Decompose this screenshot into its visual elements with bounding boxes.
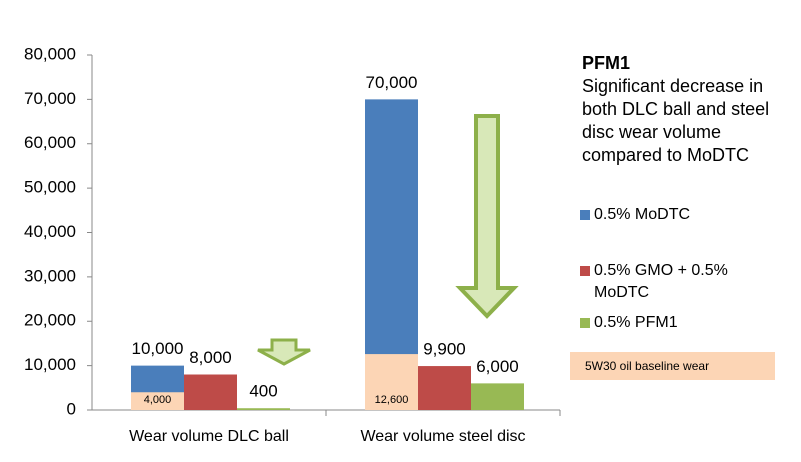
legend-label: 0.5% GMO + 0.5% MoDTC (594, 262, 728, 301)
bar (237, 408, 290, 410)
arrow (455, 114, 519, 319)
legend-item: 0.5% PFM1 (580, 312, 780, 334)
y-tick-label: 80,000 (24, 44, 76, 63)
bar (418, 366, 471, 410)
legend-swatch (580, 210, 590, 220)
x-tick-label: Wear volume steel disc (360, 428, 525, 445)
baseline-label: 4,000 (144, 394, 172, 406)
legend-swatch (580, 318, 590, 328)
annotation-text: Significant decrease in both DLC ball an… (582, 76, 770, 165)
arrow (257, 338, 311, 366)
value-label: 400 (249, 382, 277, 401)
value-label: 70,000 (366, 73, 418, 92)
legend-item: 0.5% MoDTC (580, 204, 780, 226)
value-label: 6,000 (476, 357, 519, 376)
bar (471, 383, 524, 410)
legend-label: 0.5% MoDTC (594, 206, 691, 223)
y-tick-label: 10,000 (24, 355, 76, 374)
legend-baseline: 5W30 oil baseline wear (570, 352, 775, 380)
legend-item: 0.5% GMO + 0.5% MoDTC (580, 260, 780, 304)
baseline-bar (365, 354, 418, 410)
bar (184, 374, 237, 410)
y-tick-label: 70,000 (24, 89, 76, 108)
legend-swatch (580, 266, 590, 276)
baseline-label: 12,600 (375, 394, 409, 406)
y-tick-label: 50,000 (24, 178, 76, 197)
x-tick-label: Wear volume DLC ball (129, 428, 289, 445)
y-tick-label: 30,000 (24, 266, 76, 285)
y-tick-label: 20,000 (24, 311, 76, 330)
annotation-title: PFM1 (582, 53, 631, 73)
value-label: 8,000 (189, 348, 232, 367)
legend-label: 0.5% PFM1 (594, 314, 678, 331)
annotation: PFM1 Significant decrease in both DLC ba… (582, 52, 797, 167)
value-label: 9,900 (423, 340, 466, 359)
value-label: 10,000 (132, 339, 184, 358)
y-tick-label: 40,000 (24, 222, 76, 241)
y-tick-label: 0 (67, 399, 76, 418)
baseline-bar (131, 392, 184, 410)
y-tick-label: 60,000 (24, 133, 76, 152)
